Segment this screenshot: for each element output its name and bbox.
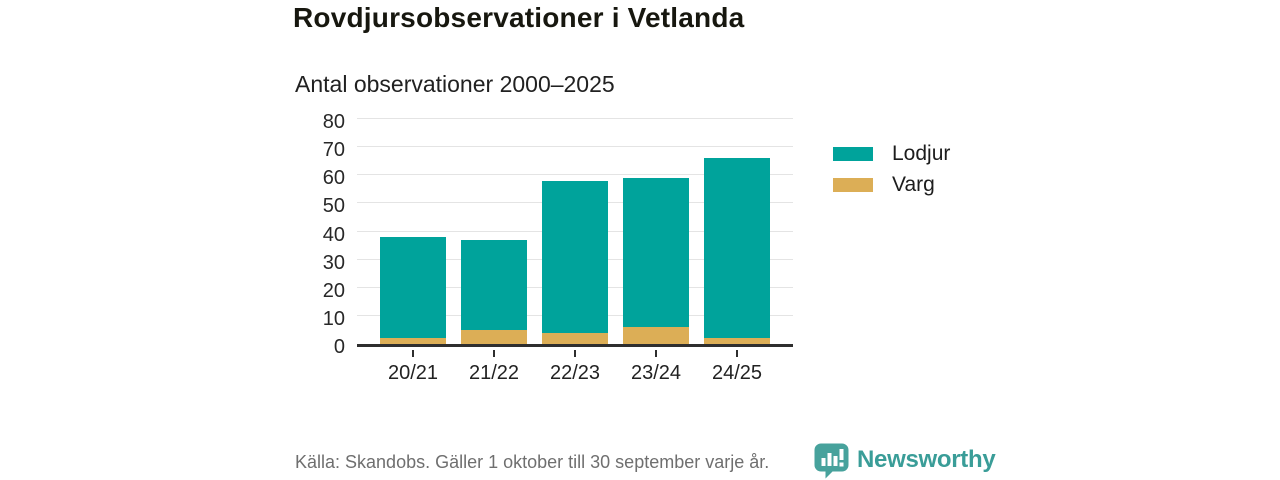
legend-item-varg: Varg xyxy=(833,172,950,196)
bar-segment-varg xyxy=(542,332,608,344)
y-tick-label: 60 xyxy=(322,167,345,190)
y-tick-label: 50 xyxy=(322,195,345,218)
y-tick-label: 40 xyxy=(322,223,345,246)
plot-area: 20/21 21/22 22/23 23/24 24/25 xyxy=(357,118,793,384)
bar-segment-lodjur xyxy=(461,239,527,330)
y-axis-labels: 0 10 20 30 40 50 60 70 80 xyxy=(280,111,345,358)
chart-subtitle: Antal observationer 2000–2025 xyxy=(295,71,615,97)
bar-segment-varg xyxy=(461,329,527,344)
legend-item-lodjur: Lodjur xyxy=(833,141,951,165)
gridline-y-70 xyxy=(357,146,793,148)
bar-segment-lodjur xyxy=(380,237,446,339)
newsworthy-logo-icon xyxy=(814,443,849,479)
y-tick-label: 10 xyxy=(322,307,345,330)
x-tick-label: 24/25 xyxy=(711,362,763,384)
bar-segment-varg xyxy=(623,327,689,344)
bar-20-21 xyxy=(380,237,446,344)
gridline-y-60 xyxy=(357,174,793,176)
bar-segment-lodjur xyxy=(542,180,608,333)
legend-swatch-lodjur xyxy=(833,146,873,161)
legend-label: Lodjur xyxy=(892,141,951,165)
bar-22-23 xyxy=(542,180,608,344)
x-tick xyxy=(736,350,738,357)
source-note: Källa: Skandobs. Gäller 1 oktober till 3… xyxy=(295,452,770,472)
legend-label: Varg xyxy=(892,172,935,196)
newsworthy-logo-text: Newsworthy xyxy=(857,446,996,473)
x-tick xyxy=(574,350,576,357)
x-tick xyxy=(412,350,414,357)
x-tick xyxy=(655,350,657,357)
bar-segment-lodjur xyxy=(704,158,770,339)
y-tick-label: 30 xyxy=(322,251,345,274)
x-tick-label: 20/21 xyxy=(387,362,439,384)
bar-segment-lodjur xyxy=(623,178,689,328)
x-tick-label: 23/24 xyxy=(630,362,682,384)
bar-segment-varg xyxy=(380,338,446,344)
bar-23-24 xyxy=(623,178,689,344)
chart-title: Rovdjursobservationer i Vetlanda xyxy=(293,2,745,33)
newsworthy-logo: Newsworthy xyxy=(814,443,996,479)
bar-segment-varg xyxy=(704,338,770,344)
gridline-y-80 xyxy=(357,118,793,119)
x-tick-label: 22/23 xyxy=(549,362,601,384)
bar-21-22 xyxy=(461,239,527,344)
legend-swatch-varg xyxy=(833,177,873,192)
y-tick-label: 70 xyxy=(322,139,345,162)
x-tick xyxy=(493,350,495,357)
x-tick-label: 21/22 xyxy=(468,362,520,384)
y-tick-label: 80 xyxy=(322,111,345,133)
y-tick-label: 20 xyxy=(322,279,345,302)
chart-legend: Lodjur Varg xyxy=(833,141,951,205)
bar-24-25 xyxy=(704,158,770,344)
y-tick-label: 0 xyxy=(333,336,345,358)
